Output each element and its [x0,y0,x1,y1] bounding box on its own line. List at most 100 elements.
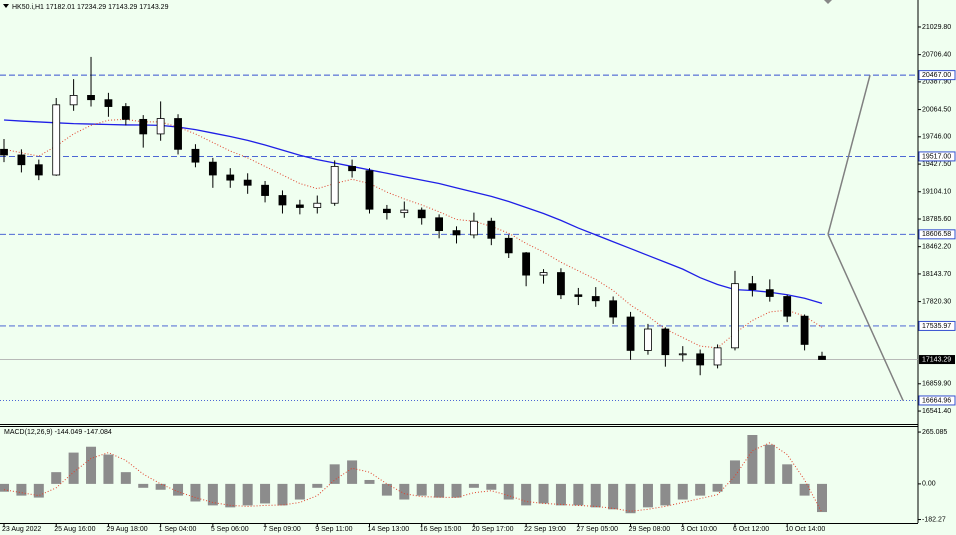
candle-body [348,166,356,172]
last-price-label: 17143.29 [922,356,951,363]
macd-bar [225,483,236,508]
y-tick-label: 19746.00 [922,134,951,141]
y-tick-label: 20064.50 [922,106,951,113]
y-tick-label: 19104.10 [922,189,951,196]
macd-bar [347,460,358,484]
macd-bar [86,446,97,484]
candle-body [400,209,409,214]
candle-body [226,174,235,181]
candle-body [295,204,304,208]
macd-bar [399,483,410,500]
macd-bar [0,483,9,492]
macd-bar [190,483,201,502]
candle-body [609,300,618,318]
candle-body [713,347,722,366]
candle-body [644,328,652,351]
candle-body [0,148,8,156]
x-tick-label: 29 Aug 18:00 [106,526,147,533]
macd-bar [434,483,445,498]
candle-body [452,230,461,236]
candle-body [626,316,635,351]
candle-body [313,202,322,208]
macd-bar [16,483,27,496]
y-tick-label: 20387.90 [922,79,951,86]
macd-bar [364,479,375,484]
macd-bar [260,483,271,504]
level-label: 17535.97 [922,323,951,330]
candle-body [243,179,252,186]
y-tick-label: 16541.40 [922,408,951,415]
y-tick-label: 265.085 [922,429,947,436]
menu-triangle[interactable] [3,4,9,8]
x-tick-label: 20 Sep 17:00 [472,526,514,533]
level-label: 19517.00 [922,153,951,160]
candle-body [278,195,287,206]
macd-bar [729,460,740,484]
macd-bar [294,483,305,500]
forecast-line [827,74,871,235]
y-tick-label: 18143.70 [922,271,951,278]
macd-bar [120,472,131,484]
macd-bar [103,454,114,484]
candle-body [17,154,26,166]
candle-body [504,237,513,254]
macd-bar [712,483,723,492]
candle-body [678,353,687,356]
candle-body [522,252,531,276]
y-tick-label: 21029.80 [922,24,951,31]
macd-bar [677,483,688,500]
macd-bar [555,483,566,506]
macd-bar [277,483,288,506]
macd-bar [573,483,584,506]
x-tick-label: 1 Sep 04:00 [159,526,197,533]
candle-body [557,272,565,296]
macd-bar [590,483,601,508]
level-label: 18606.58 [922,231,951,238]
x-tick-label: 3 Oct 10:00 [681,526,717,533]
candle-body [731,283,739,349]
last-price-box [919,355,955,365]
candle-body [208,161,217,176]
macd-bar [817,483,827,513]
candle-body [330,166,339,204]
candle-body [139,118,148,135]
candle-body [765,289,774,297]
candle-body [435,217,444,232]
candle-body [783,296,792,317]
candle-body [365,170,374,210]
macd-bar [207,483,218,506]
candle-body [382,208,391,214]
y-tick-label: 18785.60 [922,216,951,223]
macd-bar [764,444,775,484]
candle-body [800,315,809,345]
scroll-marker [824,0,832,4]
candle-body [104,99,113,107]
x-tick-label: 22 Sep 19:00 [524,526,566,533]
candle-body [156,118,165,135]
x-tick-label: 25 Aug 16:00 [54,526,95,533]
macd-bar [747,434,758,484]
x-tick-label: 7 Sep 09:00 [263,526,301,533]
x-tick-label: 10 Oct 14:00 [785,526,825,533]
x-tick-label: 5 Sep 06:00 [211,526,249,533]
macd-bar [242,483,253,506]
candle-body [121,106,130,120]
x-tick-label: 16 Sep 15:00 [420,526,462,533]
candle-body [417,209,426,219]
candle-body [174,118,182,150]
candle-body [261,184,269,196]
macd-bar [695,483,706,496]
x-tick-label: 9 Sep 11:00 [315,526,352,533]
x-tick-label: 6 Oct 12:00 [733,526,769,533]
macd-bar [538,483,549,504]
level-label-box [918,70,956,81]
macd-title: MACD(12,26,9) -144.049 -147.084 [4,429,112,436]
candle-body [52,104,61,176]
level-label-box [918,395,956,406]
level-label-box [918,151,956,162]
macd-bar [486,483,497,490]
x-tick-label: 29 Sep 08:00 [629,526,671,533]
level-label-box [918,229,956,240]
